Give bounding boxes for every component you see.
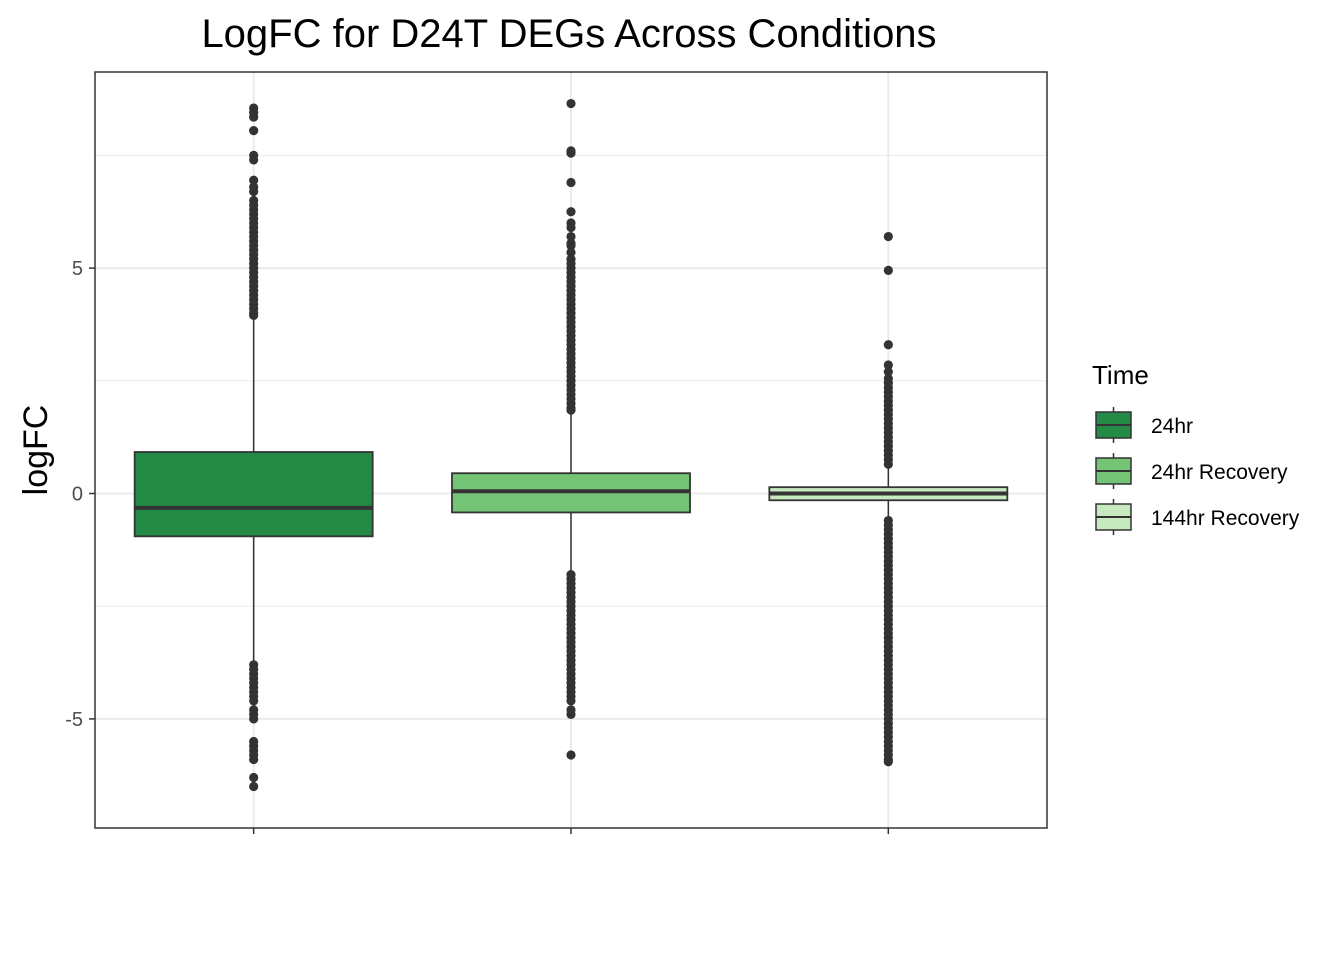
legend-item-3: 144hr Recovery: [1096, 499, 1300, 535]
legend-label: 24hr: [1151, 415, 1193, 438]
outlier-point: [249, 126, 258, 135]
outlier-point: [249, 714, 258, 723]
box-iqr: [135, 452, 373, 536]
outlier-point: [566, 223, 575, 232]
chart-title: LogFC for D24T DEGs Across Conditions: [201, 12, 936, 56]
outlier-point: [249, 112, 258, 121]
outlier-point: [249, 773, 258, 782]
y-tick-label: 0: [72, 484, 83, 506]
outlier-point: [884, 266, 893, 275]
outlier-point: [884, 757, 893, 766]
outlier-point: [884, 232, 893, 241]
legend-title: Time: [1092, 360, 1149, 390]
legend-label: 24hr Recovery: [1151, 461, 1288, 484]
outlier-point: [249, 311, 258, 320]
outlier-point: [566, 149, 575, 158]
y-tick-label: 5: [72, 258, 83, 280]
outlier-point: [566, 406, 575, 415]
outlier-point: [884, 340, 893, 349]
outlier-point: [566, 696, 575, 705]
outlier-point: [249, 782, 258, 791]
outlier-point: [566, 750, 575, 759]
outlier-point: [566, 99, 575, 108]
outlier-point: [884, 460, 893, 469]
legend-item-2: 24hr Recovery: [1096, 453, 1288, 489]
legend: Time 24hr 24hr Recovery 144hr Recovery: [1092, 360, 1300, 535]
y-axis-label: logFC: [17, 405, 55, 496]
outlier-point: [249, 155, 258, 164]
legend-item-1: 24hr: [1096, 407, 1193, 443]
outlier-point: [566, 710, 575, 719]
outlier-point: [249, 755, 258, 764]
outlier-point: [249, 696, 258, 705]
y-tick-label: -5: [65, 709, 83, 731]
outlier-point: [566, 178, 575, 187]
outlier-point: [566, 207, 575, 216]
outlier-point: [249, 187, 258, 196]
legend-label: 144hr Recovery: [1151, 507, 1300, 530]
